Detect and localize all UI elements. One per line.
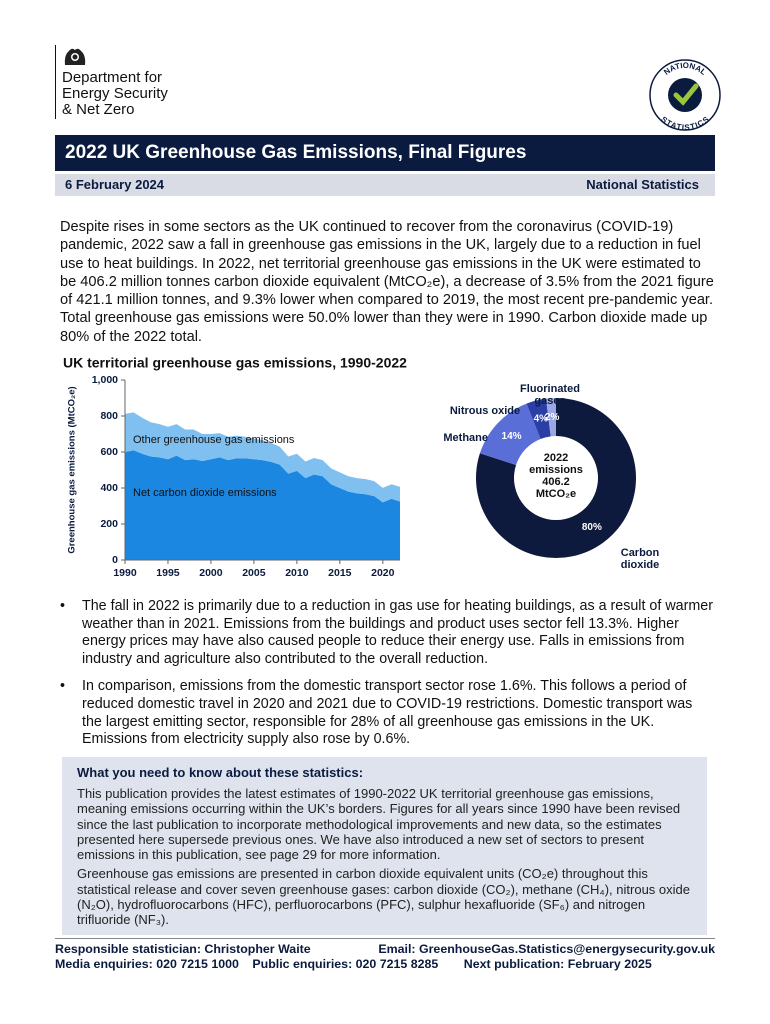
info-paragraph: This publication provides the latest est… [77,786,681,863]
next-publication: Next publication: February 2025 [463,957,652,971]
footer: Responsible statistician: Christopher Wa… [55,938,715,972]
x-tick-label: 2000 [199,567,223,579]
info-paragraph: Greenhouse gas emissions are presented i… [77,866,690,928]
x-tick-label: 1990 [113,567,137,579]
department-name: Department for Energy Security & Net Zer… [62,70,168,118]
department-line: Department for [62,69,163,86]
y-tick-label: 600 [100,446,118,458]
donut-chart: 80% 14% 4% 2% Carbon dioxide Methane Nitrous … [420,370,715,590]
y-tick-label: 800 [100,410,118,422]
x-tick-label: 2005 [242,567,266,579]
department-line: & Net Zero [62,101,135,118]
chart-title: UK territorial greenhouse gas emissions,… [63,355,407,371]
donut-segment [476,398,636,558]
category-label: Methane [443,432,488,444]
bullet-list: The fall in 2022 is primarily due to a r… [60,598,716,759]
center-label: 2022 emissions 406.2 MtCO₂e [529,452,583,500]
y-tick-label: 1,000 [92,374,118,386]
value-label: 2% [545,412,560,423]
crest [64,48,86,65]
bullet: In comparison, emissions from the domest… [60,678,716,748]
value-label: 14% [502,431,522,442]
statistician: Responsible statistician: Christopher Wa… [55,942,311,956]
status: National Statistics [586,177,699,192]
donut-segment [479,403,541,466]
national-statistics-badge: NATIONAL STATISTICS [649,59,721,132]
area [125,450,400,560]
date-bar: 6 February 2024 National Statistics [55,174,715,196]
title-bar: 2022 UK Greenhouse Gas Emissions, Final … [55,135,715,171]
area-chart: UK territorial greenhouse gas emissions,… [55,355,415,595]
info-box: What you need to know about these statis… [62,757,707,935]
date: 6 February 2024 [65,177,165,192]
donut-segment [526,398,551,439]
donut-chart-svg: 80% 14% 4%2% [476,398,636,558]
x-tick-label: 2015 [328,567,352,579]
info-heading: What you need to know about these statis… [77,765,364,780]
email: Email: GreenhouseGas.Statistics@energyse… [378,942,715,956]
series-label: Net carbon dioxide emissions [133,487,277,499]
value-label: 80% [582,522,602,533]
series-label: Other greenhouse gas emissions [133,434,295,446]
donut-segment [545,398,556,437]
y-tick-label: 200 [100,518,118,530]
intro: Despite rises in some sectors as the UK … [60,219,714,345]
category-label: Fluorinated gases [520,383,580,407]
category-label: Nitrous oxide [449,405,521,417]
area-chart-svg: UK territorial greenhouse gas emissions,… [63,355,407,579]
media-enquiries: Media enquiries: 020 7215 1000 [55,957,239,971]
y-axis-label: Greenhouse gas emissions (MtCO₂e) [67,386,78,553]
y-tick-label: 400 [100,482,118,494]
title: 2022 UK Greenhouse Gas Emissions, Final … [65,142,527,163]
category-label: Carbon dioxide [620,547,660,571]
value-label: 4% [534,414,549,425]
public-enquiries: Public enquiries: 020 7215 8285 [252,957,439,971]
department-line: Energy Security [62,85,168,102]
x-tick-label: 2020 [371,567,395,579]
y-tick-label: 0 [112,554,118,566]
x-tick-label: 2010 [285,567,309,579]
x-tick-label: 1995 [156,567,180,579]
logo-rule [55,45,56,119]
area [125,412,400,503]
bullet: The fall in 2022 is primarily due to a r… [60,598,716,668]
